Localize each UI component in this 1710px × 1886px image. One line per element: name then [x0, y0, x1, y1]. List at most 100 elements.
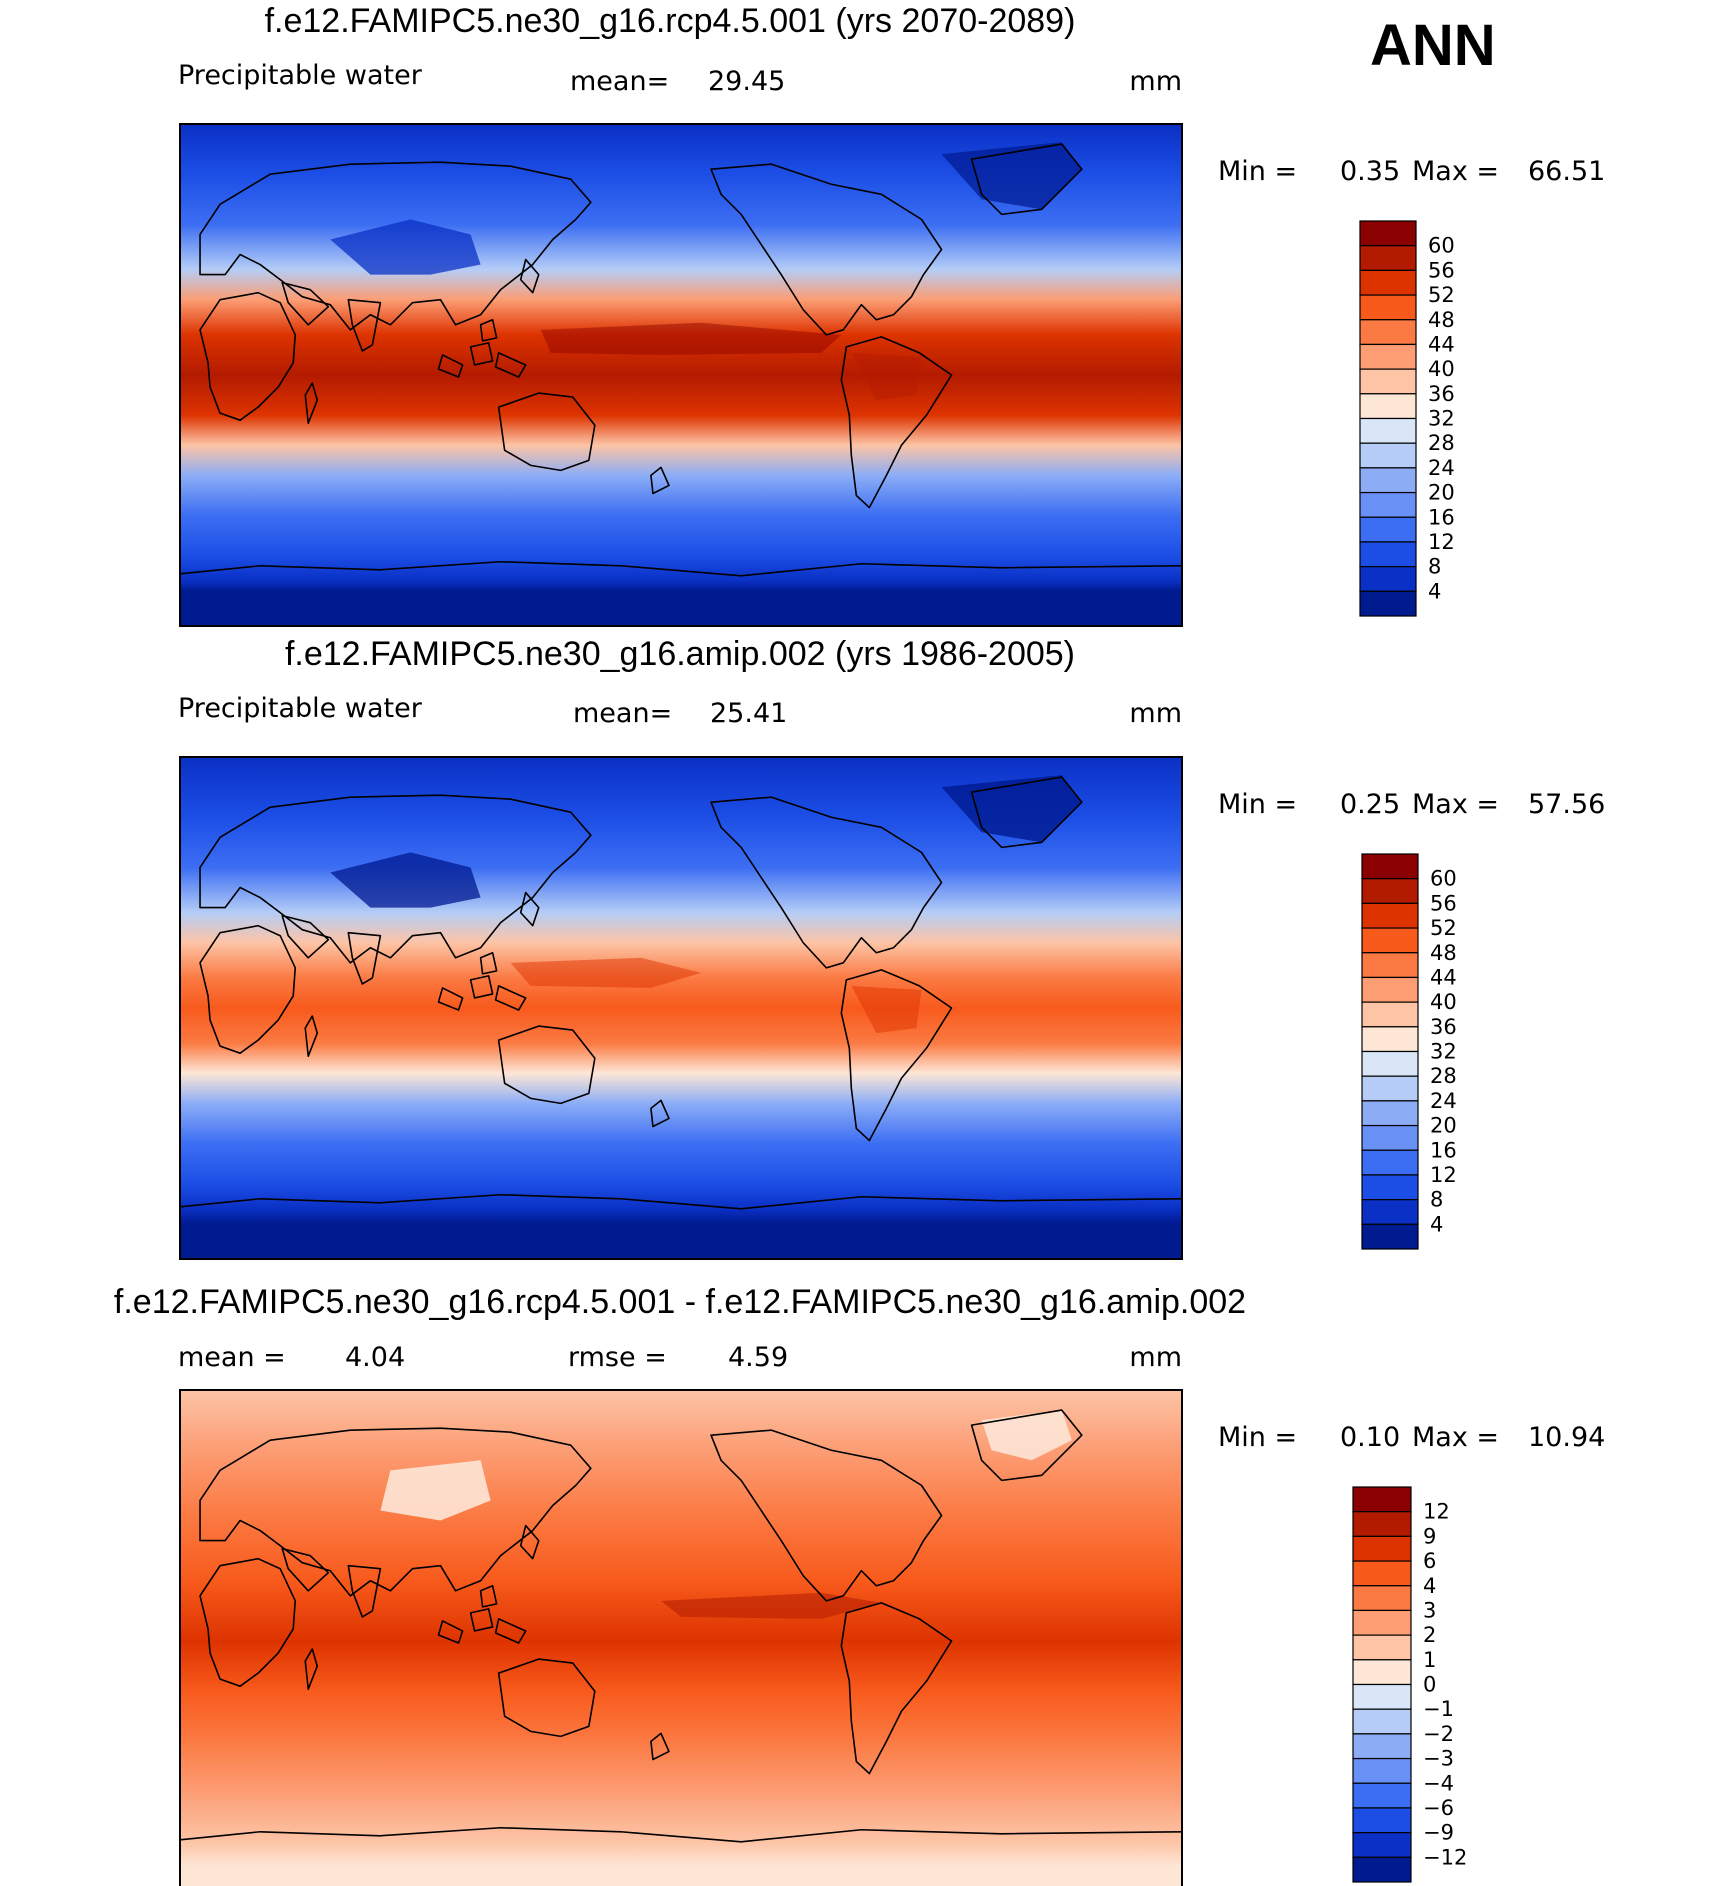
colorbar-tick-label: 20 — [1428, 481, 1455, 505]
map-frame — [179, 756, 1183, 1260]
colorbar-swatch — [1352, 1733, 1412, 1760]
colorbar-swatch — [1361, 1174, 1419, 1201]
colorbar-swatch — [1359, 220, 1417, 247]
panel-title: f.e12.FAMIPC5.ne30_g16.amip.002 (yrs 198… — [285, 635, 1075, 673]
colorbar-tick-label: 36 — [1428, 382, 1455, 406]
variable-label: Precipitable water — [178, 60, 423, 91]
colorbar-swatch — [1359, 566, 1417, 592]
colorbar-tick-label: 0 — [1423, 1673, 1436, 1697]
colorbar-swatch — [1359, 245, 1417, 271]
panel-title: f.e12.FAMIPC5.ne30_g16.rcp4.5.001 (yrs 2… — [265, 2, 1076, 40]
panel-control: f.e12.FAMIPC5.ne30_g16.amip.002 (yrs 198… — [178, 635, 1605, 1260]
colorbar-tick-label: 12 — [1428, 530, 1455, 554]
map-panel — [179, 1389, 1183, 1886]
map-panel — [179, 756, 1183, 1260]
colorbar-tick-label: 16 — [1430, 1138, 1457, 1162]
colorbar-swatch — [1352, 1486, 1412, 1513]
units-label: mm — [1129, 698, 1182, 729]
panel-difference: f.e12.FAMIPC5.ne30_g16.rcp4.5.001 - f.e1… — [114, 1283, 1605, 1886]
colorbar-tick-label: 12 — [1430, 1163, 1457, 1187]
mean-label: mean= — [573, 698, 672, 729]
colorbar-swatch — [1359, 590, 1417, 617]
max-label: Max = — [1412, 789, 1499, 820]
max-label: Max = — [1412, 1422, 1499, 1453]
greenland-low-change — [981, 1410, 1072, 1461]
min-label: Min = — [1218, 789, 1297, 820]
colorbar-swatch — [1361, 927, 1419, 954]
max-value: 57.56 — [1528, 789, 1605, 820]
colorbar-swatch — [1359, 516, 1417, 543]
map-frame — [179, 123, 1183, 627]
colorbar-swatch — [1359, 319, 1417, 346]
colorbar-swatch — [1361, 1149, 1419, 1176]
colorbar-swatch — [1361, 1199, 1419, 1225]
colorbar-tick-label: 52 — [1430, 916, 1457, 940]
map-frame — [179, 1389, 1183, 1886]
colorbar-swatch — [1361, 902, 1419, 929]
colorbar-tick-label: −4 — [1423, 1771, 1454, 1795]
colorbar-swatch — [1352, 1757, 1412, 1784]
colorbar-swatch — [1361, 952, 1419, 979]
colorbar-swatch — [1359, 467, 1417, 494]
colorbar-tick-label: 28 — [1428, 431, 1455, 455]
min-value: 0.10 — [1340, 1422, 1400, 1453]
colorbar-tick-label: 24 — [1428, 456, 1455, 480]
colorbar-tick-label: 40 — [1428, 357, 1455, 381]
colorbar-swatch — [1352, 1560, 1412, 1587]
tibet-dry-region — [330, 852, 481, 908]
colorbar-swatch — [1352, 1659, 1412, 1686]
colorbar-swatch — [1352, 1708, 1412, 1735]
units-label: mm — [1129, 1342, 1182, 1373]
colorbar-tick-label: 56 — [1428, 258, 1455, 282]
colorbar-tick-label: 40 — [1430, 990, 1457, 1014]
colorbar-swatch — [1359, 294, 1417, 321]
map-field — [180, 757, 1182, 1259]
colorbar-tick-label: 8 — [1428, 555, 1441, 579]
colorbar-swatch — [1361, 1124, 1419, 1151]
colorbar-tick-label: 32 — [1428, 407, 1455, 431]
colorbar-tick-label: −3 — [1423, 1747, 1454, 1771]
colorbar-tick-label: 12 — [1423, 1500, 1450, 1524]
min-value: 0.35 — [1340, 156, 1400, 187]
colorbar-tick-label: 8 — [1430, 1188, 1443, 1212]
max-value: 10.94 — [1528, 1422, 1605, 1453]
colorbar-swatch — [1361, 1026, 1419, 1053]
warm-pool-max — [510, 957, 702, 988]
colorbar-tick-label: −12 — [1423, 1845, 1467, 1869]
colorbar-swatch — [1359, 442, 1417, 469]
min-value: 0.25 — [1340, 789, 1400, 820]
tibet-dry-region — [330, 219, 481, 275]
colorbar-swatch — [1361, 1100, 1419, 1127]
colorbar-swatch — [1352, 1856, 1412, 1883]
colorbar-tick-label: 44 — [1428, 332, 1455, 356]
rmse-value: 4.59 — [728, 1342, 788, 1373]
mean-value: 29.45 — [708, 66, 785, 97]
colorbar-swatch — [1359, 541, 1417, 568]
colorbar-swatch — [1359, 491, 1417, 518]
max-label: Max = — [1412, 156, 1499, 187]
colorbar-swatch — [1361, 1223, 1419, 1250]
colorbar-tick-label: 60 — [1428, 234, 1455, 258]
colorbar-tick-label: 24 — [1430, 1089, 1457, 1113]
colorbar-tick-label: 4 — [1428, 579, 1441, 603]
colorbar-tick-label: 20 — [1430, 1114, 1457, 1138]
colorbar-tick-label: −2 — [1423, 1722, 1454, 1746]
mean-label: mean= — [570, 66, 669, 97]
colorbar-swatch — [1352, 1807, 1412, 1834]
panel-future: f.e12.FAMIPC5.ne30_g16.rcp4.5.001 (yrs 2… — [178, 2, 1605, 627]
colorbar-swatch — [1352, 1535, 1412, 1562]
map-panel — [179, 123, 1183, 627]
colorbar-swatch — [1352, 1683, 1412, 1710]
colorbar-tick-label: −9 — [1423, 1821, 1454, 1845]
colorbar-tick-label: 2 — [1423, 1623, 1436, 1647]
colorbar-tick-label: 4 — [1430, 1212, 1443, 1236]
colorbar-swatch — [1361, 878, 1419, 904]
mean-value: 25.41 — [710, 698, 787, 729]
colorbar-tick-label: 9 — [1423, 1524, 1436, 1548]
colorbar-swatch — [1352, 1511, 1412, 1537]
colorbar-tick-label: −1 — [1423, 1697, 1454, 1721]
